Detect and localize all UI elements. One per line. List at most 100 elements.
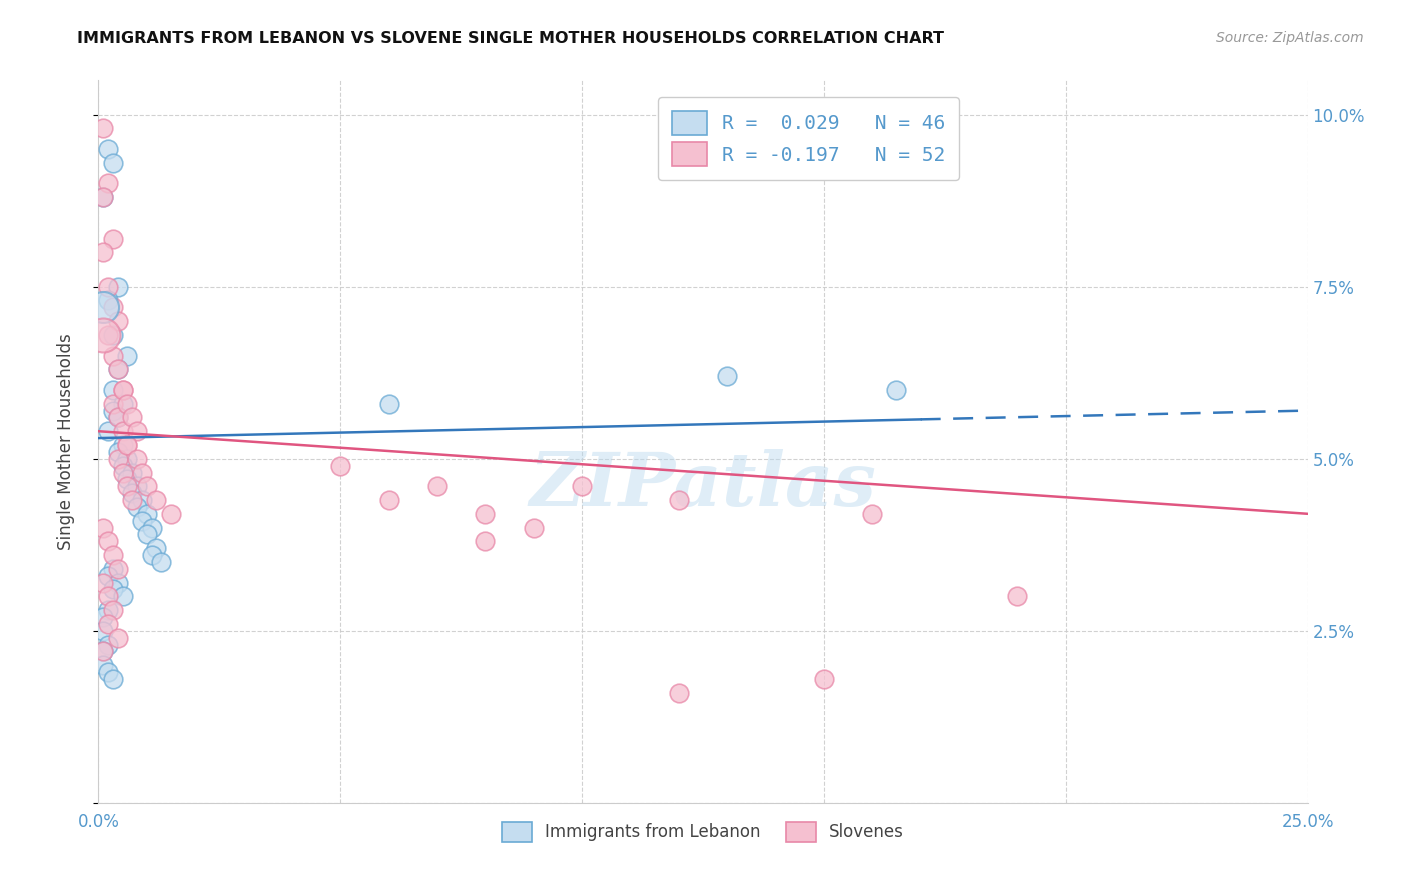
Point [135,507,157,521]
Point [107,362,129,376]
Point [107,410,129,425]
Point [101,156,124,170]
Point [101,403,124,417]
Point [111,466,134,480]
Point [121,486,143,500]
Point [135,527,157,541]
Point [91,644,114,658]
Point [111,383,134,397]
Point [523,520,546,534]
Point [135,479,157,493]
Point [97,603,120,617]
Point [111,590,134,604]
Point [117,451,139,466]
Point [97,177,120,191]
Point [141,548,163,562]
Point [107,279,129,293]
Point [117,479,139,493]
Point [111,424,134,438]
Point [97,327,120,342]
Point [111,458,134,473]
Point [117,438,139,452]
Point [107,410,129,425]
Point [101,349,124,363]
Point [117,472,139,486]
Point [571,479,593,493]
Point [107,631,129,645]
Point [91,520,114,534]
Point [150,555,173,569]
Point [101,562,124,576]
Point [91,245,114,260]
Text: IMMIGRANTS FROM LEBANON VS SLOVENE SINGLE MOTHER HOUSEHOLDS CORRELATION CHART: IMMIGRANTS FROM LEBANON VS SLOVENE SINGL… [77,31,945,46]
Point [101,672,124,686]
Point [111,438,134,452]
Point [107,314,129,328]
Point [107,575,129,590]
Point [813,672,835,686]
Point [101,582,124,597]
Point [107,362,129,376]
Point [91,644,114,658]
Point [131,514,153,528]
Point [97,293,120,308]
Point [111,397,134,411]
Point [117,397,139,411]
Point [91,190,114,204]
Legend: Immigrants from Lebanon, Slovenes: Immigrants from Lebanon, Slovenes [495,815,911,848]
Point [127,424,149,438]
Point [91,121,114,136]
Point [101,548,124,562]
Point [97,590,120,604]
Point [141,520,163,534]
Point [121,493,143,508]
Point [91,301,114,315]
Point [117,438,139,452]
Point [127,451,149,466]
Point [91,327,114,342]
Point [377,397,399,411]
Point [97,534,120,549]
Point [97,616,120,631]
Point [97,638,120,652]
Point [474,534,496,549]
Point [107,562,129,576]
Point [131,466,153,480]
Point [127,479,149,493]
Point [91,610,114,624]
Point [426,479,449,493]
Point [101,397,124,411]
Point [329,458,352,473]
Point [97,279,120,293]
Point [97,424,120,438]
Point [474,507,496,521]
Point [97,142,120,156]
Point [117,349,139,363]
Point [111,383,134,397]
Point [668,686,690,700]
Point [101,301,124,315]
Point [91,575,114,590]
Text: Source: ZipAtlas.com: Source: ZipAtlas.com [1216,31,1364,45]
Point [91,190,114,204]
Point [101,327,124,342]
Point [101,603,124,617]
Point [1007,590,1029,604]
Point [121,410,143,425]
Point [145,541,167,556]
Point [886,383,908,397]
Point [91,624,114,638]
Point [160,507,183,521]
Point [97,568,120,582]
Point [127,500,149,514]
Point [107,451,129,466]
Point [107,445,129,459]
Point [97,665,120,679]
Point [716,369,738,384]
Point [377,493,399,508]
Point [91,658,114,673]
Text: ZIPatlas: ZIPatlas [530,449,876,521]
Point [668,493,690,508]
Point [145,493,167,508]
Point [101,231,124,245]
